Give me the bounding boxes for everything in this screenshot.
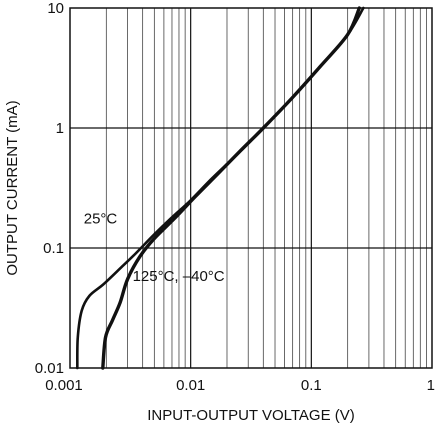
series-line-0 (76, 6, 365, 370)
y-tick-label: 1 (56, 120, 64, 137)
y-tick-labels: 0.01 0.1 1 10 (35, 0, 64, 377)
y-tick-label: 0.01 (35, 360, 64, 377)
y-tick-label: 0.1 (43, 240, 64, 257)
minor-gridlines (105, 8, 427, 368)
x-tick-label: 1 (427, 377, 435, 394)
x-tick-labels: 0.001 0.01 0.1 1 (45, 377, 435, 394)
y-axis-label: OUTPUT CURRENT (mA) (4, 100, 21, 275)
annotation-25c: 25°C (84, 211, 118, 228)
data-curves (76, 6, 365, 370)
x-axis-label: INPUT-OUTPUT VOLTAGE (V) (147, 407, 355, 424)
plot-frame (69, 7, 433, 369)
y-tick-label: 10 (47, 0, 64, 17)
x-tick-label: 0.01 (176, 377, 205, 394)
x-tick-label: 0.001 (45, 377, 83, 394)
x-tick-label: 0.1 (301, 377, 322, 394)
major-gridlines (70, 8, 432, 368)
annotation-125c-minus40c: 125°C, –40°C (133, 268, 225, 285)
series-line-1 (101, 6, 362, 370)
